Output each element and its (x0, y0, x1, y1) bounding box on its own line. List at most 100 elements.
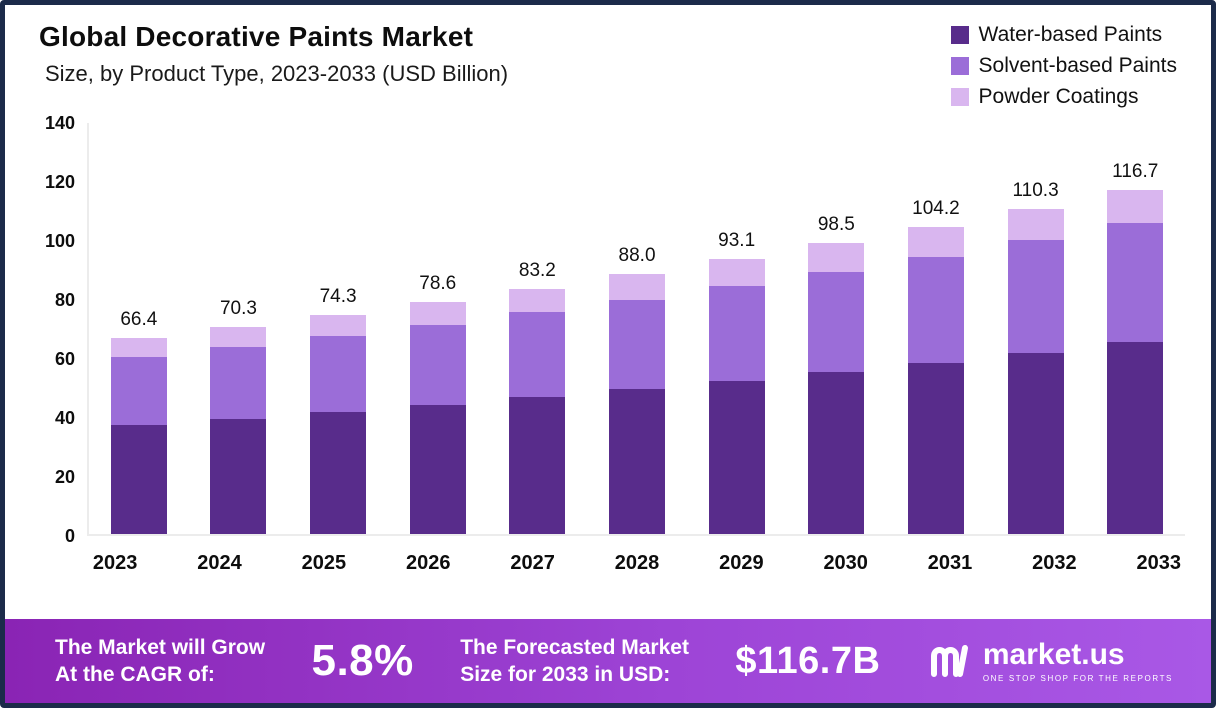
bar-2024: 70.3 (189, 298, 289, 534)
bar-total-label: 83.2 (518, 259, 556, 281)
x-tick-label-2032: 2032 (1032, 552, 1077, 574)
segment-water-based-paints (808, 372, 865, 534)
y-tick-label: 140 (44, 113, 75, 133)
segment-solvent-based-paints (1107, 223, 1164, 343)
segment-powder-coatings (110, 338, 167, 358)
bar-stack (210, 326, 267, 534)
bar-total-label: 116.7 (1112, 160, 1159, 182)
segment-solvent-based-paints (609, 299, 666, 390)
bar-total-label: 104.2 (912, 197, 960, 219)
legend-label: Solvent-based Paints (978, 54, 1177, 77)
forecast-label-line1: The Forecasted Market (460, 635, 689, 659)
cagr-value: 5.8% (311, 636, 414, 685)
bar-stack (1107, 189, 1164, 534)
segment-water-based-paints (409, 404, 466, 534)
segment-water-based-paints (509, 397, 566, 534)
legend-swatch-powder-coatings (950, 88, 969, 106)
bar-total-label: 110.3 (1012, 179, 1059, 201)
chart-panel: Global Decorative Paints Market Size, by… (5, 5, 1211, 619)
legend: Water-based Paints Solvent-based Paints … (950, 21, 1177, 109)
segment-solvent-based-paints (907, 256, 964, 363)
bar-total-label: 93.1 (718, 230, 756, 252)
bar-stack (907, 226, 964, 534)
segment-water-based-paints (310, 411, 367, 534)
bar-total-label: 78.6 (419, 273, 457, 295)
bar-total-label: 98.5 (817, 214, 855, 236)
segment-powder-coatings (310, 314, 367, 337)
segment-solvent-based-paints (310, 336, 367, 412)
segment-powder-coatings (907, 226, 964, 257)
brand-text: market.us ONE STOP SHOP FOR THE REPORTS (982, 639, 1173, 683)
bar-stack (110, 338, 167, 534)
y-tick-label: 0 (64, 526, 75, 546)
header: Global Decorative Paints Market Size, by… (5, 5, 1211, 109)
segment-solvent-based-paints (210, 346, 267, 419)
segment-powder-coatings (509, 288, 566, 313)
legend-item-water-based: Water-based Paints (950, 23, 1177, 47)
x-tick-label-2029: 2029 (719, 552, 764, 574)
x-axis: 2023 2024 2025 2026 2027 2028 2029 2030 2031 2032… (63, 536, 1211, 575)
forecast-label-line2: Size for 2033 in USD: (460, 663, 671, 686)
y-tick-label: 120 (44, 172, 75, 192)
legend-label: Powder Coatings (978, 85, 1139, 108)
cagr-label-line1: The Market will Grow (55, 635, 266, 659)
y-tick-label: 40 (54, 408, 75, 428)
segment-powder-coatings (609, 274, 666, 300)
segment-solvent-based-paints (110, 357, 167, 425)
bar-total-label: 88.0 (618, 245, 656, 267)
segment-water-based-paints (907, 362, 964, 534)
x-tick-label-2028: 2028 (614, 552, 660, 574)
x-tick-label-2027: 2027 (510, 552, 555, 574)
segment-powder-coatings (708, 259, 765, 287)
x-tick-label-2030: 2030 (823, 552, 868, 574)
bar-2026: 78.6 (388, 273, 488, 534)
legend-item-powder-coatings: Powder Coatings (950, 85, 1177, 109)
bar-stack (708, 259, 765, 534)
bar-2029: 93.1 (687, 230, 787, 534)
title-block: Global Decorative Paints Market Size, by… (39, 21, 508, 87)
segment-powder-coatings (1007, 208, 1064, 241)
y-tick-label: 60 (54, 349, 75, 369)
bar-total-label: 70.3 (219, 297, 257, 319)
stacked-bar-chart: 0 20 40 60 80 100 120 140 66.4 70.3 74.3 78.6 83.2 8… (5, 109, 1211, 546)
bar-total-label: 66.4 (120, 309, 158, 331)
segment-solvent-based-paints (509, 312, 566, 398)
legend-label: Water-based Paints (978, 23, 1163, 46)
segment-solvent-based-paints (708, 286, 765, 381)
segment-powder-coatings (210, 326, 267, 347)
brand-lockup: market.us ONE STOP SHOP FOR THE REPORTS (927, 639, 1173, 684)
bar-2028: 88.0 (587, 245, 687, 534)
x-tick-label-2025: 2025 (301, 552, 347, 574)
bar-stack (808, 243, 865, 534)
segment-powder-coatings (1107, 189, 1164, 224)
segment-water-based-paints (708, 380, 765, 534)
y-tick-label: 100 (44, 231, 75, 251)
segment-powder-coatings (409, 302, 466, 325)
bar-2030: 98.5 (786, 214, 886, 534)
y-tick-label: 20 (54, 467, 75, 487)
segment-solvent-based-paints (1007, 240, 1064, 353)
y-tick-label: 80 (54, 290, 75, 310)
bar-2033: 116.7 (1085, 161, 1185, 534)
x-tick-label-2023: 2023 (92, 552, 138, 574)
y-axis: 0 20 40 60 80 100 120 140 (29, 113, 87, 546)
legend-swatch-solvent-based (950, 57, 969, 75)
bar-stack (509, 288, 566, 534)
market-us-logo-icon (927, 639, 973, 684)
x-tick-label-2026: 2026 (406, 552, 451, 574)
page-subtitle: Size, by Product Type, 2023-2033 (USD Bi… (45, 61, 509, 86)
bar-stack (310, 314, 367, 534)
segment-water-based-paints (1007, 352, 1064, 534)
bar-2032: 110.3 (986, 180, 1086, 534)
page-title: Global Decorative Paints Market (39, 21, 474, 52)
cagr-label: The Market will Grow At the CAGR of: (55, 634, 265, 689)
segment-water-based-paints (1107, 342, 1164, 534)
cagr-label-line2: At the CAGR of: (55, 663, 215, 686)
x-tick-label-2024: 2024 (197, 552, 242, 574)
brand-tagline: ONE STOP SHOP FOR THE REPORTS (982, 673, 1173, 683)
forecast-value: $116.7B (735, 639, 881, 682)
segment-water-based-paints (210, 418, 267, 534)
legend-swatch-water-based (950, 26, 969, 44)
x-tick-label-2031: 2031 (927, 552, 973, 574)
